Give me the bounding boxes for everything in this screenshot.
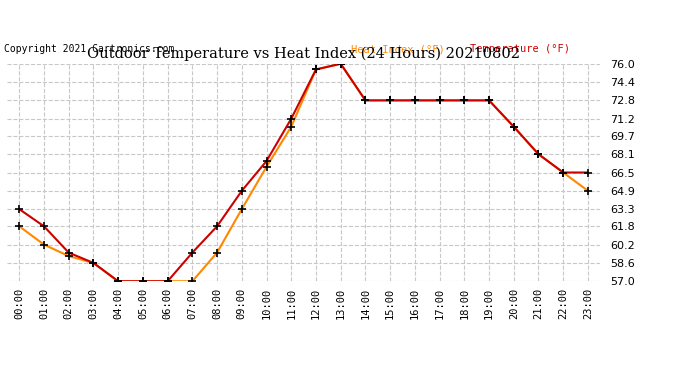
Text: Temperature (°F): Temperature (°F): [470, 44, 570, 54]
Text: Copyright 2021 Cartronics.com: Copyright 2021 Cartronics.com: [4, 44, 175, 54]
Text: Heat Index (°F): Heat Index (°F): [351, 44, 445, 54]
Title: Outdoor Temperature vs Heat Index (24 Hours) 20210802: Outdoor Temperature vs Heat Index (24 Ho…: [87, 47, 520, 61]
